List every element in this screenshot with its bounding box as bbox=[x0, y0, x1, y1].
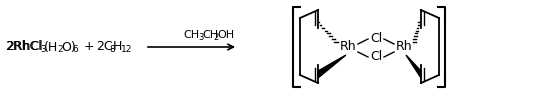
Text: 12: 12 bbox=[121, 45, 133, 55]
Polygon shape bbox=[406, 55, 421, 78]
Text: Rh: Rh bbox=[340, 41, 356, 53]
Text: 3: 3 bbox=[40, 45, 45, 55]
Text: 6: 6 bbox=[72, 45, 78, 55]
Text: +: + bbox=[84, 41, 95, 53]
Text: OH: OH bbox=[218, 30, 235, 40]
Polygon shape bbox=[318, 55, 346, 78]
Text: Cl: Cl bbox=[370, 50, 382, 64]
Text: CH: CH bbox=[203, 30, 219, 40]
Text: 2C: 2C bbox=[96, 41, 113, 53]
Text: 2RhCl: 2RhCl bbox=[5, 41, 42, 53]
Text: (H: (H bbox=[44, 41, 58, 53]
Text: O): O) bbox=[61, 41, 76, 53]
Text: 2: 2 bbox=[57, 45, 62, 55]
Text: Rh: Rh bbox=[396, 41, 412, 53]
Text: 3: 3 bbox=[198, 33, 204, 42]
Text: CH: CH bbox=[184, 30, 199, 40]
Text: Cl: Cl bbox=[370, 33, 382, 45]
Text: 8: 8 bbox=[109, 45, 115, 55]
Text: H: H bbox=[113, 41, 122, 53]
Text: 2RhCl: 2RhCl bbox=[6, 41, 43, 53]
Text: 2: 2 bbox=[214, 33, 219, 42]
